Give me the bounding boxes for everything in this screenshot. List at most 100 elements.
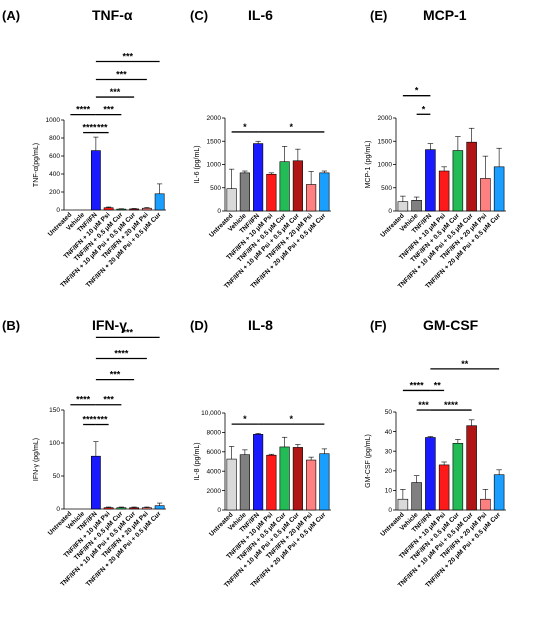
bar [116,507,127,510]
significance-label: *** [116,70,127,80]
bar [397,498,409,511]
y-tick-label: 0 [217,507,221,514]
panel-label: (D) [190,318,208,333]
y-tick-label: 1000 [378,162,393,169]
bar [239,172,250,212]
bar [116,208,127,211]
y-tick-label: 100 [49,440,60,447]
chart-title: GM-CSF [423,317,479,333]
bar [154,505,165,510]
bar [292,160,303,212]
significance-label: * [243,414,247,424]
bar [103,207,114,211]
y-tick-label: 200 [49,189,60,196]
panel-label: (E) [370,8,387,23]
bar [103,507,114,510]
significance-label: *** [122,52,133,62]
significance-label: * [243,122,247,132]
y-tick-label: 10,000 [201,410,221,417]
bar [438,170,450,212]
significance-label: *** [418,400,429,410]
y-tick-label: 8000 [207,430,222,437]
significance-label: * [289,414,293,424]
bar [253,143,264,212]
significance-label: **** [410,380,425,390]
y-axis-label: IFN-γ (pg/mL) [33,438,40,481]
y-tick-label: 0 [56,207,60,214]
bar [90,150,101,211]
significance-label: **** [76,395,91,405]
y-tick-label: 1000 [207,162,222,169]
bar [411,482,422,511]
bar [266,454,277,511]
bar [154,193,165,211]
y-axis-label: MCP-1 (pg/mL) [365,141,372,189]
bar [279,446,290,511]
y-tick-label: 6000 [207,449,222,456]
chart-title: IL-6 [248,7,273,23]
bar [306,459,317,511]
bar [266,173,277,212]
bar [319,172,330,212]
significance-label: ** [461,359,469,369]
significance-label: *** [110,87,121,97]
significance-label: *** [110,370,121,380]
bar [493,474,505,511]
y-tick-label: 0 [217,208,221,215]
significance-label: *** [97,415,108,425]
y-tick-label: 1000 [46,117,61,124]
y-tick-label: 0 [56,506,60,513]
y-tick-label: 2000 [378,115,393,122]
chart-title: IFN-γ [92,317,127,333]
significance-label: **** [82,415,97,425]
bar [411,200,422,212]
significance-label: ** [434,380,442,390]
y-tick-label: 0 [388,208,392,215]
significance-label: *** [103,395,114,405]
panel-label: (B) [2,318,20,333]
bar [438,464,450,511]
significance-label: *** [97,123,108,133]
y-axis-label: IL-8 (pg/mL) [194,442,201,480]
significance-label: **** [114,349,129,359]
y-tick-label: 4000 [207,468,222,475]
y-tick-label: 800 [49,135,60,142]
bar [226,458,237,511]
significance-label: **** [82,123,97,133]
bar [292,447,303,511]
y-tick-label: 1500 [207,138,222,145]
bar [452,150,464,212]
chart-D: (D) IL-8 0 2000 4000 6000 8000 10,000 IL-8 (pg/m… [190,317,331,589]
bar [466,141,477,212]
bar [141,507,152,510]
significance-label: * [289,122,293,132]
y-tick-label: 500 [381,185,392,192]
y-tick-label: 0 [388,507,392,514]
bar [480,178,491,212]
significance-label: *** [103,105,114,115]
y-tick-label: 400 [49,171,60,178]
bar [129,208,140,211]
bar [141,207,152,211]
bar [397,201,409,212]
bar [253,434,264,511]
y-tick-label: 20 [385,468,393,475]
bar [90,455,101,510]
y-axis-label: GM-CSF (pg/mL) [365,434,372,488]
bar [466,425,477,511]
significance-label: *** [122,327,133,337]
panel-label: (A) [2,8,20,23]
significance-label: * [415,86,419,96]
y-tick-label: 50 [53,473,61,480]
y-tick-label: 2000 [207,115,222,122]
bar [480,498,491,511]
bar [425,437,436,511]
bar [319,453,330,511]
significance-label: **** [76,105,91,115]
significance-label: **** [444,400,459,410]
